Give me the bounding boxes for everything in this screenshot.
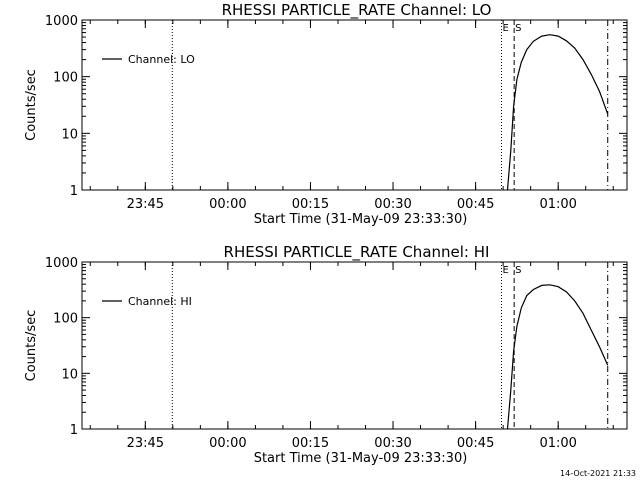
x-tick-label: 00:00 (209, 436, 246, 451)
y-tick-label: 100 (53, 312, 78, 327)
marker-label: E (502, 265, 508, 276)
y-axis-label: Counts/sec (24, 310, 39, 382)
y-tick-label: 10 (61, 127, 78, 142)
x-tick-label: 23:45 (127, 436, 164, 451)
y-tick-label: 100 (53, 71, 78, 86)
y-tick-label: 1 (70, 423, 78, 438)
chart-title: RHESSI PARTICLE_RATE Channel: LO (222, 1, 492, 20)
marker-label: E (502, 23, 508, 34)
x-tick-label: 23:45 (127, 197, 164, 212)
y-tick-label: 1000 (45, 14, 78, 29)
plot-frame (81, 261, 628, 430)
x-tick-label: 01:00 (539, 197, 576, 212)
x-tick-label: 00:30 (374, 197, 411, 212)
marker-label: S (515, 23, 521, 34)
marker-label: S (515, 265, 521, 276)
legend-entry: Channel: LO (128, 53, 195, 66)
legend-entry: Channel: HI (128, 295, 192, 308)
chart-title: RHESSI PARTICLE_RATE Channel: HI (224, 243, 490, 262)
chart-panel-1: RHESSI PARTICLE_RATE Channel: LO 1 10 100 10… (24, 1, 628, 227)
y-tick-label: 1 (70, 184, 78, 199)
x-tick-label: 00:45 (457, 436, 494, 451)
chart-panel-2: RHESSI PARTICLE_RATE Channel: HI 1 10 100 10… (24, 243, 628, 466)
series-line (506, 284, 609, 430)
y-tick-label: 1000 (45, 256, 78, 271)
x-tick-label: 00:15 (292, 436, 329, 451)
plot-frame (81, 19, 628, 191)
x-tick-label: 01:00 (539, 436, 576, 451)
x-tick-label: 00:15 (292, 197, 329, 212)
x-axis-label: Start Time (31-May-09 23:33:30) (254, 451, 468, 466)
x-tick-label: 00:00 (209, 197, 246, 212)
y-axis-label: Counts/sec (24, 69, 39, 141)
x-axis-label: Start Time (31-May-09 23:33:30) (254, 212, 468, 227)
x-tick-label: 00:45 (457, 197, 494, 212)
y-tick-label: 10 (61, 367, 78, 382)
x-tick-label: 00:30 (374, 436, 411, 451)
footer-timestamp: 14-Oct-2021 21:33 (560, 469, 636, 478)
series-line (506, 34, 609, 191)
